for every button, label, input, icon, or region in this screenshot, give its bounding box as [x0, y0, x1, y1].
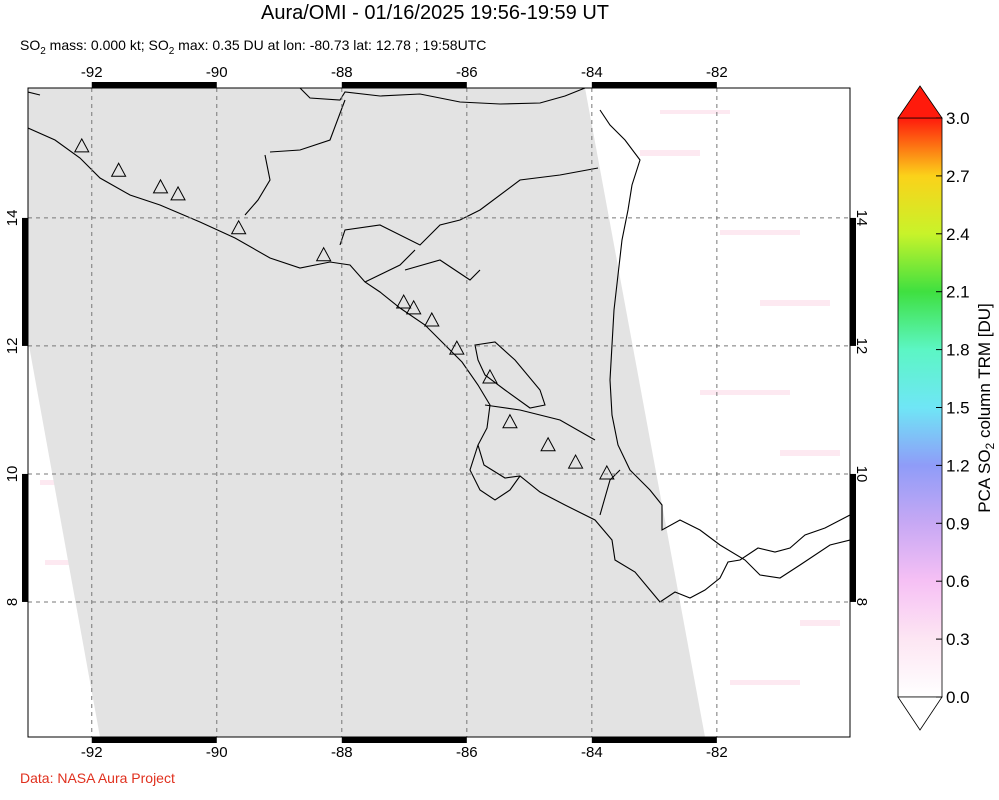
border-bar [91, 82, 217, 88]
lat-tick-label: 8 [853, 598, 870, 606]
colorbar-tick-label: 0.3 [946, 630, 970, 649]
volcano [395, 293, 412, 309]
colorbar: PCA SO2 column TRM [DU] 0.0 0.3 0.6 0.9 1.2 1… [897, 85, 997, 731]
colorbar-tick-label: 0.9 [946, 514, 970, 533]
colorbar-tick-label: 0.6 [946, 572, 970, 591]
caribbean-coast [28, 88, 850, 579]
subtitle-subscript: 2 [169, 46, 175, 57]
lon-tick-label: -88 [331, 744, 353, 761]
colorbar-label-subscript: 2 [983, 442, 997, 449]
lon-tick-label: -82 [706, 64, 728, 81]
lon-tick-label: -90 [206, 64, 228, 81]
lat-tick-label: 14 [853, 210, 870, 227]
colorbar-tick-label: 2.4 [946, 225, 970, 244]
volcano [502, 413, 518, 429]
volcano [170, 185, 186, 201]
colorbar-tick-label: 1.8 [946, 341, 970, 360]
colorbar-tick-label: 0.0 [946, 688, 970, 707]
subtitle-part: mass: 0.000 kt; SO [46, 37, 169, 53]
map-marks [28, 88, 850, 737]
lat-tick-label: 14 [4, 210, 21, 227]
volcano [482, 368, 498, 384]
lon-tick-label: -86 [456, 744, 478, 761]
volcano [448, 340, 465, 355]
subtitle-part: max: 0.35 DU at lon: -80.73 lat: 12.78 ;… [174, 37, 486, 53]
lon-tick-label: -88 [331, 64, 353, 81]
lon-tick-label: -92 [81, 64, 103, 81]
map-area [28, 88, 850, 737]
border-bar [850, 217, 856, 346]
lon-tick-label: -86 [456, 64, 478, 81]
volcano [599, 464, 615, 480]
volcano [567, 454, 584, 469]
volcano [315, 246, 332, 262]
colorbar-tick-label: 1.5 [946, 399, 970, 418]
colorbar-tick-label: 2.7 [946, 167, 970, 186]
colorbar-tick-label: 1.2 [946, 456, 970, 475]
lat-tick-label: 12 [4, 338, 21, 355]
lon-tick-label: -90 [206, 744, 228, 761]
border-bar [22, 473, 28, 602]
lon-tick-label: -82 [706, 744, 728, 761]
title: Aura/OMI - 01/16/2025 19:56-19:59 UT [261, 2, 609, 24]
volcano [230, 219, 247, 235]
lon-tick-label: -84 [581, 64, 603, 81]
colorbar-label-part: PCA SO [975, 449, 994, 512]
lat-tick-label: 8 [4, 598, 21, 606]
lake-nicaragua [474, 341, 546, 409]
volcano [540, 436, 556, 452]
border-bar [591, 82, 717, 88]
border-bar [850, 473, 856, 602]
subtitle-part: SO [20, 37, 40, 53]
volcano [423, 311, 440, 327]
nicoya-peninsula [469, 444, 521, 501]
colorbar-label-part: column TRM [DU] [975, 303, 994, 443]
colorbar-over [897, 85, 943, 119]
border-bar [341, 82, 467, 88]
colorbar-tick-label: 2.1 [946, 283, 970, 302]
volcano [110, 162, 127, 177]
colorbar-under [897, 696, 943, 731]
lon-tick-label: -92 [81, 744, 103, 761]
volcano [152, 178, 169, 194]
subtitle: SO2 mass: 0.000 kt; SO2 max: 0.35 DU at … [20, 37, 486, 57]
border-bar [341, 737, 467, 743]
footer: Data: NASA Aura Project [20, 770, 175, 786]
pacific-coast [28, 127, 850, 603]
colorbar-ramp [897, 117, 943, 698]
lat-tick-label: 10 [4, 466, 21, 483]
colorbar-tick-label: 3.0 [946, 109, 970, 128]
lat-tick-label: 12 [853, 338, 870, 355]
colorbar-label: PCA SO2 column TRM [DU] [975, 303, 997, 513]
volcano [73, 137, 90, 153]
no-data-swath [28, 88, 705, 737]
subtitle-subscript: 2 [40, 46, 46, 57]
border-bar [22, 217, 28, 346]
lat-tick-label: 10 [853, 466, 870, 483]
volcano [405, 299, 422, 315]
borders [244, 99, 621, 516]
border-bar [91, 737, 217, 743]
border-bar [591, 737, 717, 743]
lon-tick-label: -84 [581, 744, 603, 761]
